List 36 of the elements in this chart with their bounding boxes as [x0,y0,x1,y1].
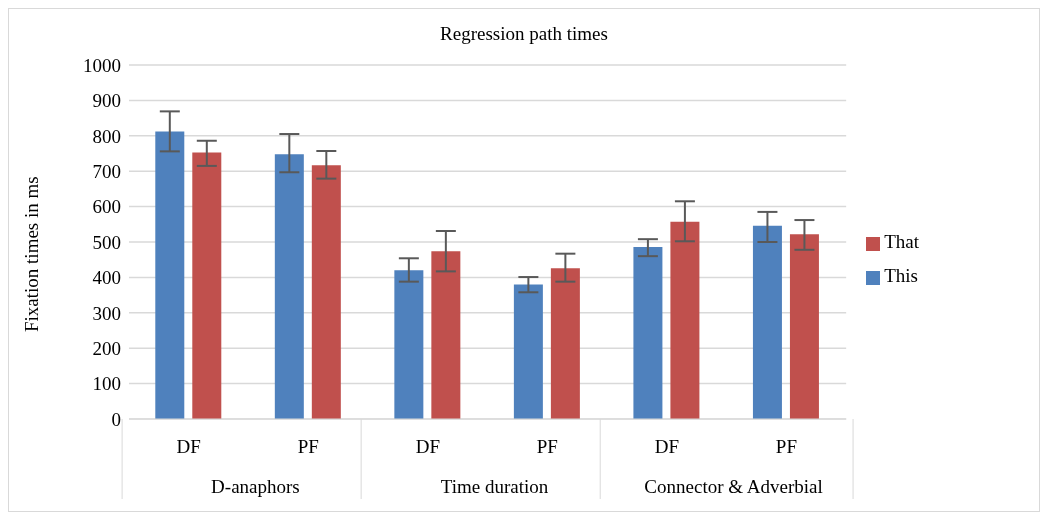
legend-label: That [884,231,919,252]
x-tick-label: PF [297,436,319,457]
x-tick-label: DF [415,436,440,457]
bar [670,221,700,419]
bar [394,270,424,419]
text: D-anaphors [211,476,300,497]
bar [513,284,543,419]
y-tick-label: 500 [92,231,121,253]
chart-title: Regression path times [439,23,609,45]
text: Time duration [440,476,549,497]
bar [752,225,782,419]
y-tick-label: 900 [92,90,121,112]
y-tick-label: 600 [92,196,121,218]
y-tick-label: 700 [92,160,121,182]
legend-label: This [884,265,918,286]
y-tick-label: 200 [92,337,121,359]
bar [155,131,185,419]
bar [550,268,580,419]
x-tick-label: PF [536,436,558,457]
bar [192,152,222,419]
y-tick-label: 0 [111,408,121,430]
bar [789,234,819,419]
y-tick-label: 300 [92,302,121,324]
text: Connector & Adverbial [644,476,823,497]
x-tick-label: DF [176,436,201,457]
y-tick-label: 1000 [83,54,121,76]
x-tick-label: PF [775,436,797,457]
bar [431,251,461,419]
bar [633,246,663,419]
x-tick-label: DF [654,436,680,457]
bar [311,165,341,419]
y-tick-label: 100 [92,373,121,395]
y-tick-label: 800 [92,125,121,147]
y-tick-label: 400 [92,267,121,289]
bar [274,154,304,419]
y-axis-title: Fixation times in ms [20,176,42,332]
